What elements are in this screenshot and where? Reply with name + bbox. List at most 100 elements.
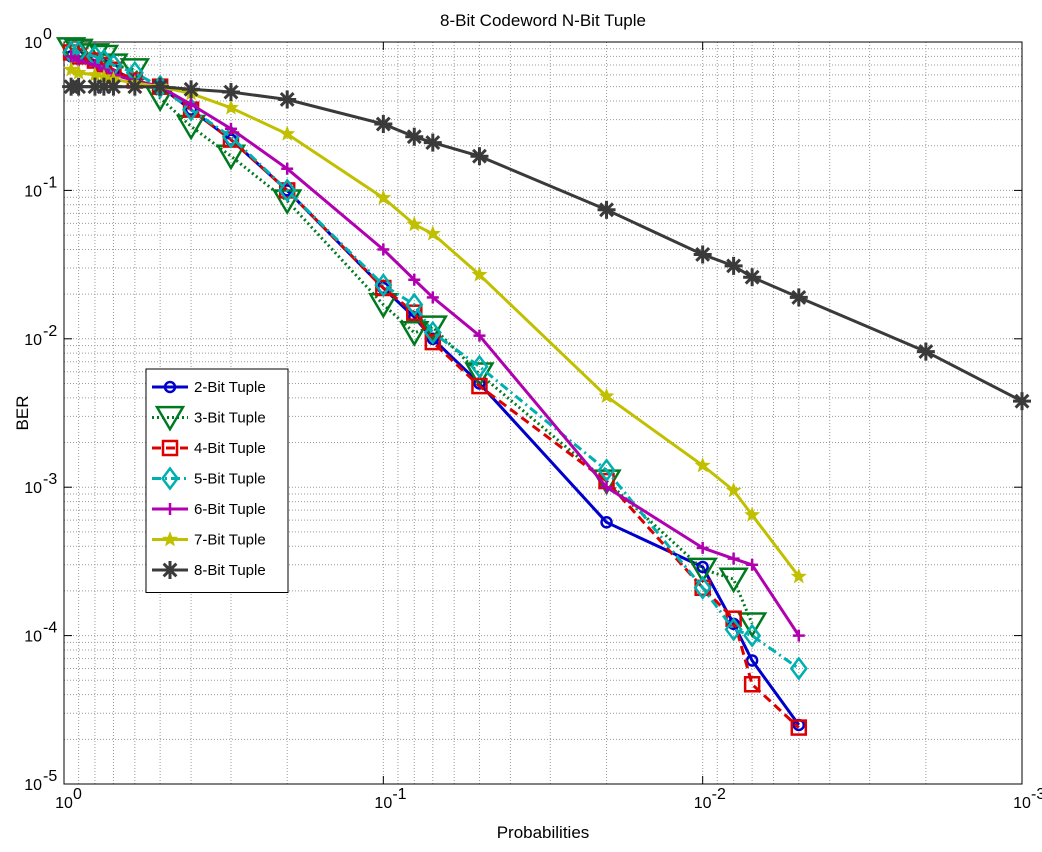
data-point-arm [279, 92, 295, 107]
series-7 [62, 77, 1031, 411]
data-point [724, 256, 743, 275]
legend-label: 5-Bit Tuple [194, 471, 266, 488]
data-point [743, 268, 762, 287]
data-point-arm [406, 129, 422, 145]
data-point [278, 90, 297, 109]
legend-label: 4-Bit Tuple [194, 440, 266, 457]
data-point-arm [183, 81, 199, 97]
data-point [470, 354, 489, 379]
legend-entry: 5-Bit Tuple [152, 466, 266, 491]
legend-entry: 2-Bit Tuple [152, 379, 266, 396]
axes-box [63, 41, 1023, 785]
x-tick-label: 10-3 [1013, 786, 1042, 812]
data-point [406, 215, 423, 232]
data-point [916, 342, 935, 361]
data-point [471, 377, 488, 395]
data-point [185, 98, 198, 111]
legend-entry: 3-Bit Tuple [152, 405, 266, 432]
data-point [104, 77, 123, 96]
y-tick-label: 10-5 [24, 768, 57, 794]
data-point [423, 320, 442, 345]
legend-marker [154, 405, 186, 432]
y-tick-label-base: 10 [24, 777, 42, 794]
data-point [405, 127, 424, 146]
x-tick-label: 10-1 [374, 786, 406, 812]
data-point-arm [918, 344, 934, 360]
legend-marker [161, 561, 179, 579]
data-point [374, 273, 393, 298]
data-point [696, 560, 709, 574]
data-point [423, 133, 442, 152]
data-point [279, 125, 296, 141]
data-point-arm [375, 116, 391, 132]
data-point [374, 115, 393, 134]
legend: 2-Bit Tuple 3-Bit Tuple 4-Bit Tuple 5-Bit T… [145, 368, 289, 593]
data-point [724, 617, 743, 642]
data-point [125, 77, 144, 96]
legend-label: 2-Bit Tuple [194, 379, 266, 396]
data-point-arm [106, 79, 121, 95]
data-point [182, 80, 201, 99]
data-point [222, 99, 239, 115]
x-tick-label-exp: -1 [392, 786, 406, 803]
data-point [69, 77, 88, 96]
data-point [417, 315, 448, 342]
data-point-arm [127, 79, 143, 95]
data-point [377, 243, 390, 256]
data-point [473, 329, 486, 342]
legend-marker [164, 503, 176, 515]
x-tick-label-base: 10 [374, 795, 392, 812]
data-point [693, 575, 712, 600]
legend-marker [163, 380, 177, 394]
y-tick-label: 10-4 [24, 620, 57, 646]
data-point-arm [71, 79, 87, 95]
data-point-arm [744, 269, 760, 285]
y-tick-label-base: 10 [24, 35, 42, 52]
data-point [600, 481, 613, 494]
data-point-arm [1014, 393, 1030, 409]
data-point [743, 623, 762, 648]
chart-title: 8-Bit Codeword N-Bit Tuple [440, 11, 646, 30]
data-point [470, 147, 489, 166]
legend-entry: 7-Bit Tuple [152, 531, 266, 549]
data-point [405, 292, 424, 317]
data-point [727, 552, 740, 565]
legend-label: 3-Bit Tuple [194, 410, 266, 427]
data-point [597, 200, 616, 219]
data-point [65, 50, 78, 63]
data-point [1013, 392, 1031, 411]
data-point [464, 362, 495, 389]
data-point-arm [223, 84, 239, 100]
x-tick-label-exp: 0 [73, 786, 82, 803]
data-point [789, 288, 808, 307]
plot-frame [63, 41, 1023, 785]
data-point [744, 506, 761, 522]
data-point-arm [472, 148, 487, 164]
data-point [745, 654, 759, 667]
data-point [278, 178, 297, 203]
y-tick-label: 100 [24, 26, 52, 52]
y-tick-label-exp: -3 [43, 471, 57, 488]
data-point [598, 387, 615, 404]
data-point [424, 225, 441, 241]
legend-marker-arm [162, 562, 178, 578]
data-point [725, 482, 742, 498]
x-tick-label-base: 10 [1013, 795, 1031, 812]
y-tick-label-exp: -4 [43, 620, 57, 637]
data-point [693, 245, 712, 264]
y-tick-label: 10-2 [24, 323, 57, 349]
data-point [70, 64, 87, 80]
y-tick-label-exp: 0 [43, 26, 52, 43]
data-point-arm [726, 258, 742, 274]
series-layer [55, 37, 1031, 736]
data-point [426, 291, 439, 304]
data-point [687, 557, 718, 584]
x-tick-label-exp: -3 [1031, 786, 1042, 803]
data-point-arm [425, 135, 441, 151]
data-point [471, 266, 488, 282]
legend-marker [161, 531, 179, 547]
x-tick-label-base: 10 [55, 795, 73, 812]
data-point [375, 189, 392, 205]
data-point-arm [599, 202, 614, 218]
